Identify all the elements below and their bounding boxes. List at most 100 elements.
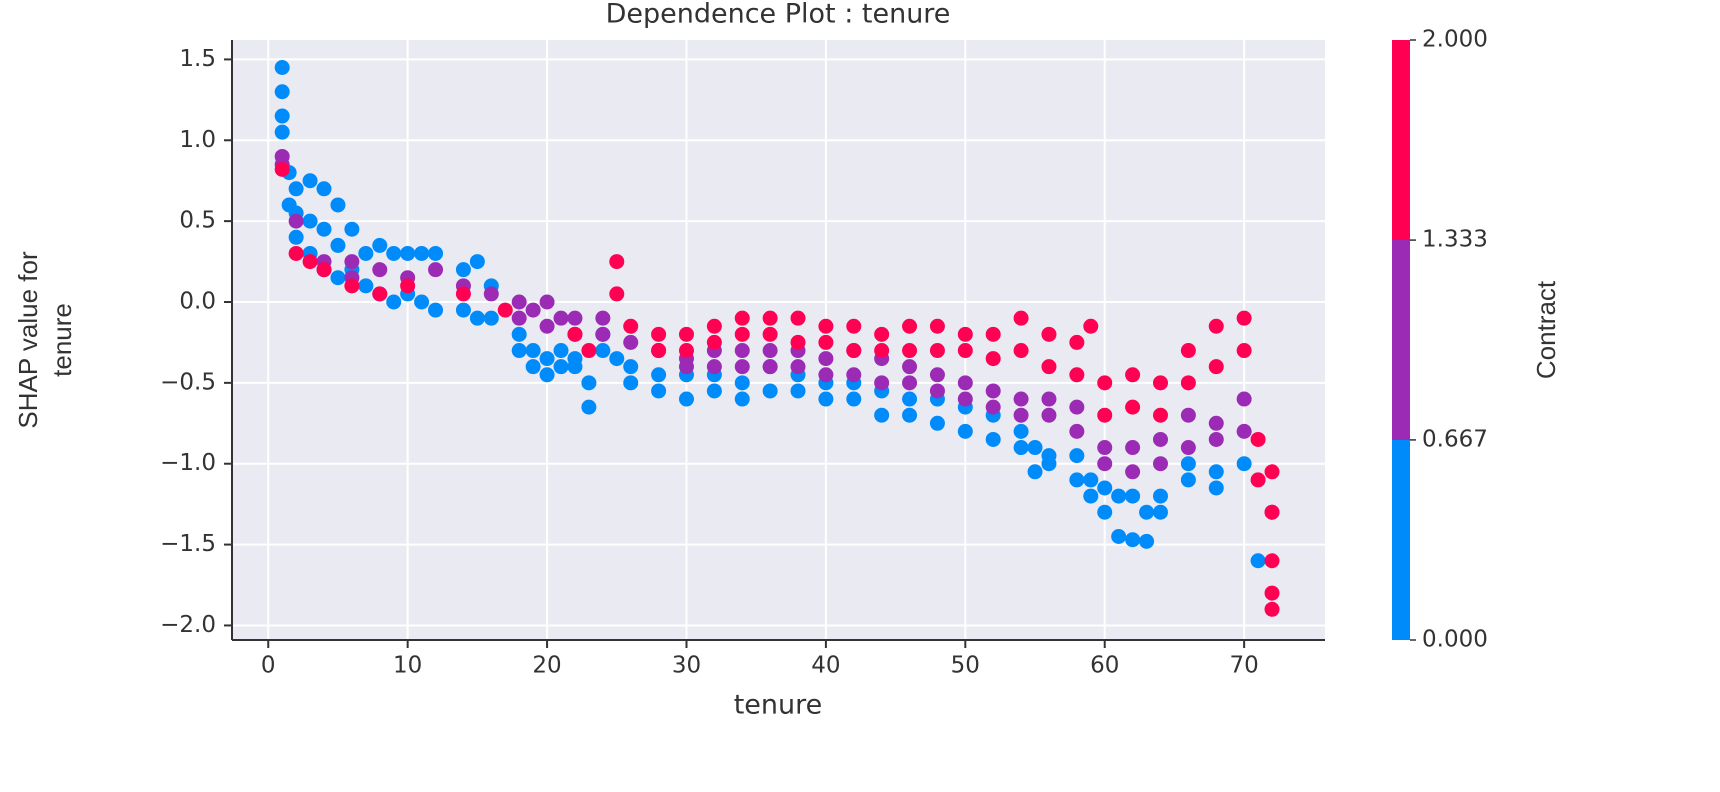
point: [372, 237, 388, 253]
point: [790, 334, 806, 350]
x-tick-label: 70: [1229, 653, 1258, 679]
point: [497, 302, 513, 318]
point: [1180, 407, 1196, 423]
point: [1097, 504, 1113, 520]
point: [790, 359, 806, 375]
x-tick-label: 10: [393, 653, 422, 679]
point: [1111, 528, 1127, 544]
point: [902, 407, 918, 423]
y-axis-label: tenure: [47, 303, 77, 377]
point: [428, 262, 444, 278]
axes: 0 10 20 30 40 50 60 70 1.5 1.0 0.5 0.0 −0.5 −1.0 −1.5 −…: [160, 40, 1325, 679]
point: [525, 359, 541, 375]
point: [1027, 440, 1043, 456]
point: [1013, 343, 1029, 359]
point: [790, 310, 806, 326]
point: [1041, 326, 1057, 342]
plot-background: [232, 40, 1325, 640]
point: [1125, 464, 1141, 480]
point: [957, 375, 973, 391]
point: [929, 415, 945, 431]
point: [1097, 456, 1113, 472]
point: [762, 310, 778, 326]
x-tick-label: 30: [672, 653, 701, 679]
point: [567, 359, 583, 375]
y-tick-label: 0.5: [179, 208, 216, 234]
point: [846, 318, 862, 334]
x-tick-label: 60: [1090, 653, 1119, 679]
point: [428, 302, 444, 318]
point: [985, 431, 1001, 447]
point: [1208, 464, 1224, 480]
point: [400, 245, 416, 261]
point: [1208, 359, 1224, 375]
point: [274, 124, 290, 140]
point: [902, 375, 918, 391]
point: [818, 351, 834, 367]
point: [400, 278, 416, 294]
y-tick-label: 0.0: [179, 288, 216, 314]
colorbar-segment: [1392, 240, 1410, 440]
point: [1208, 318, 1224, 334]
colorbar-tick-label: 0.667: [1422, 426, 1488, 452]
point: [1069, 399, 1085, 415]
point: [1083, 488, 1099, 504]
point: [1083, 472, 1099, 488]
point: [1236, 310, 1252, 326]
point: [1264, 601, 1280, 617]
point: [1208, 480, 1224, 496]
point: [539, 318, 555, 334]
point: [818, 334, 834, 350]
point: [1069, 472, 1085, 488]
point: [706, 383, 722, 399]
point: [1180, 472, 1196, 488]
point: [1069, 448, 1085, 464]
point: [511, 310, 527, 326]
point: [344, 221, 360, 237]
point: [525, 343, 541, 359]
point: [316, 262, 332, 278]
point: [1180, 456, 1196, 472]
point: [902, 359, 918, 375]
point: [651, 367, 667, 383]
y-axis-label: SHAP value for: [13, 251, 43, 429]
point: [902, 391, 918, 407]
point: [414, 294, 430, 310]
point: [1152, 431, 1168, 447]
point: [274, 84, 290, 100]
point: [957, 343, 973, 359]
point: [567, 326, 583, 342]
point: [316, 221, 332, 237]
point: [553, 343, 569, 359]
point: [874, 326, 890, 342]
point: [1250, 472, 1266, 488]
point: [1069, 334, 1085, 350]
colorbar-tick-label: 1.333: [1422, 227, 1488, 253]
point: [1264, 553, 1280, 569]
chart-title: Dependence Plot : tenure: [606, 0, 951, 30]
colorbar-segment: [1392, 440, 1410, 640]
point: [706, 318, 722, 334]
point: [1152, 488, 1168, 504]
point: [1097, 375, 1113, 391]
point: [957, 423, 973, 439]
point: [1013, 407, 1029, 423]
colorbar-label: Contract: [1531, 280, 1561, 379]
point: [302, 213, 318, 229]
point: [553, 310, 569, 326]
point: [330, 237, 346, 253]
point: [344, 278, 360, 294]
point: [1069, 423, 1085, 439]
point: [511, 326, 527, 342]
point: [678, 343, 694, 359]
points: [274, 59, 1280, 617]
colorbar-tick-label: 2.000: [1422, 27, 1488, 53]
point: [274, 59, 290, 75]
point: [609, 254, 625, 270]
point: [1083, 318, 1099, 334]
point: [609, 351, 625, 367]
point: [1180, 440, 1196, 456]
point: [1250, 553, 1266, 569]
point: [469, 310, 485, 326]
